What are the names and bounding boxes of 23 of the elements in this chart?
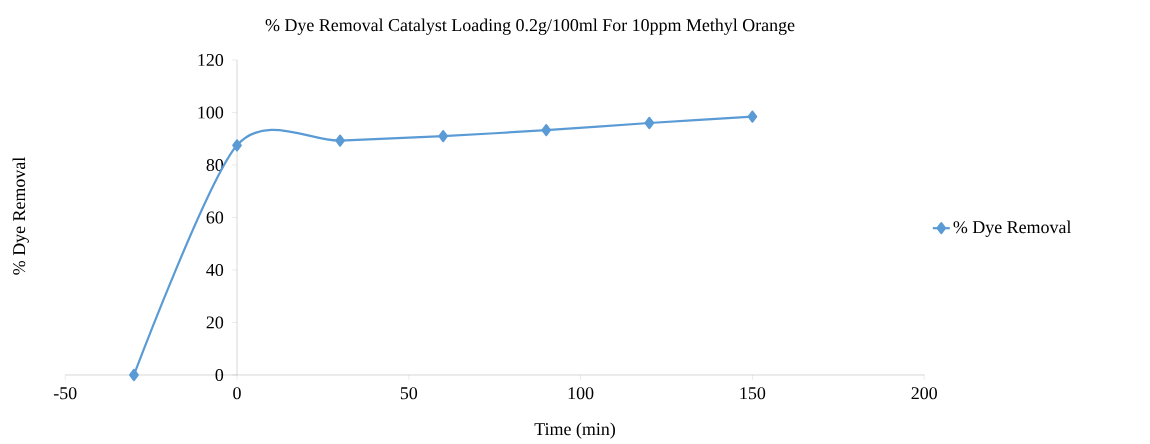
x-tick-label: -50 [53,387,77,400]
x-tick-label: 200 [911,387,937,400]
x-tick-label: 0 [233,387,241,400]
y-tick-label: 20 [206,316,224,329]
y-tick-label: 60 [206,211,224,224]
y-tick-label: 100 [198,106,224,119]
point [129,368,139,382]
x-tick-label: 50 [400,387,418,400]
y-tick-label: 0 [215,368,224,382]
chart-title: % Dye Removal Catalyst Loading 0.2g/100ml For 10ppm Methyl Orange [265,18,795,35]
point [232,139,242,152]
point [747,110,758,123]
x-tick-label: 100 [568,387,594,400]
x-axis-title: Time (min) [534,422,615,439]
point [438,130,449,143]
y-tick-label: 120 [198,53,224,67]
x-tick-label: 150 [740,387,766,400]
point [335,134,345,147]
legend-label: % Dye Removal [953,220,1072,237]
point [541,123,552,137]
y-tick-label: 40 [206,263,224,277]
y-axis-title: % Dye Removal [12,157,29,275]
point [644,116,655,130]
